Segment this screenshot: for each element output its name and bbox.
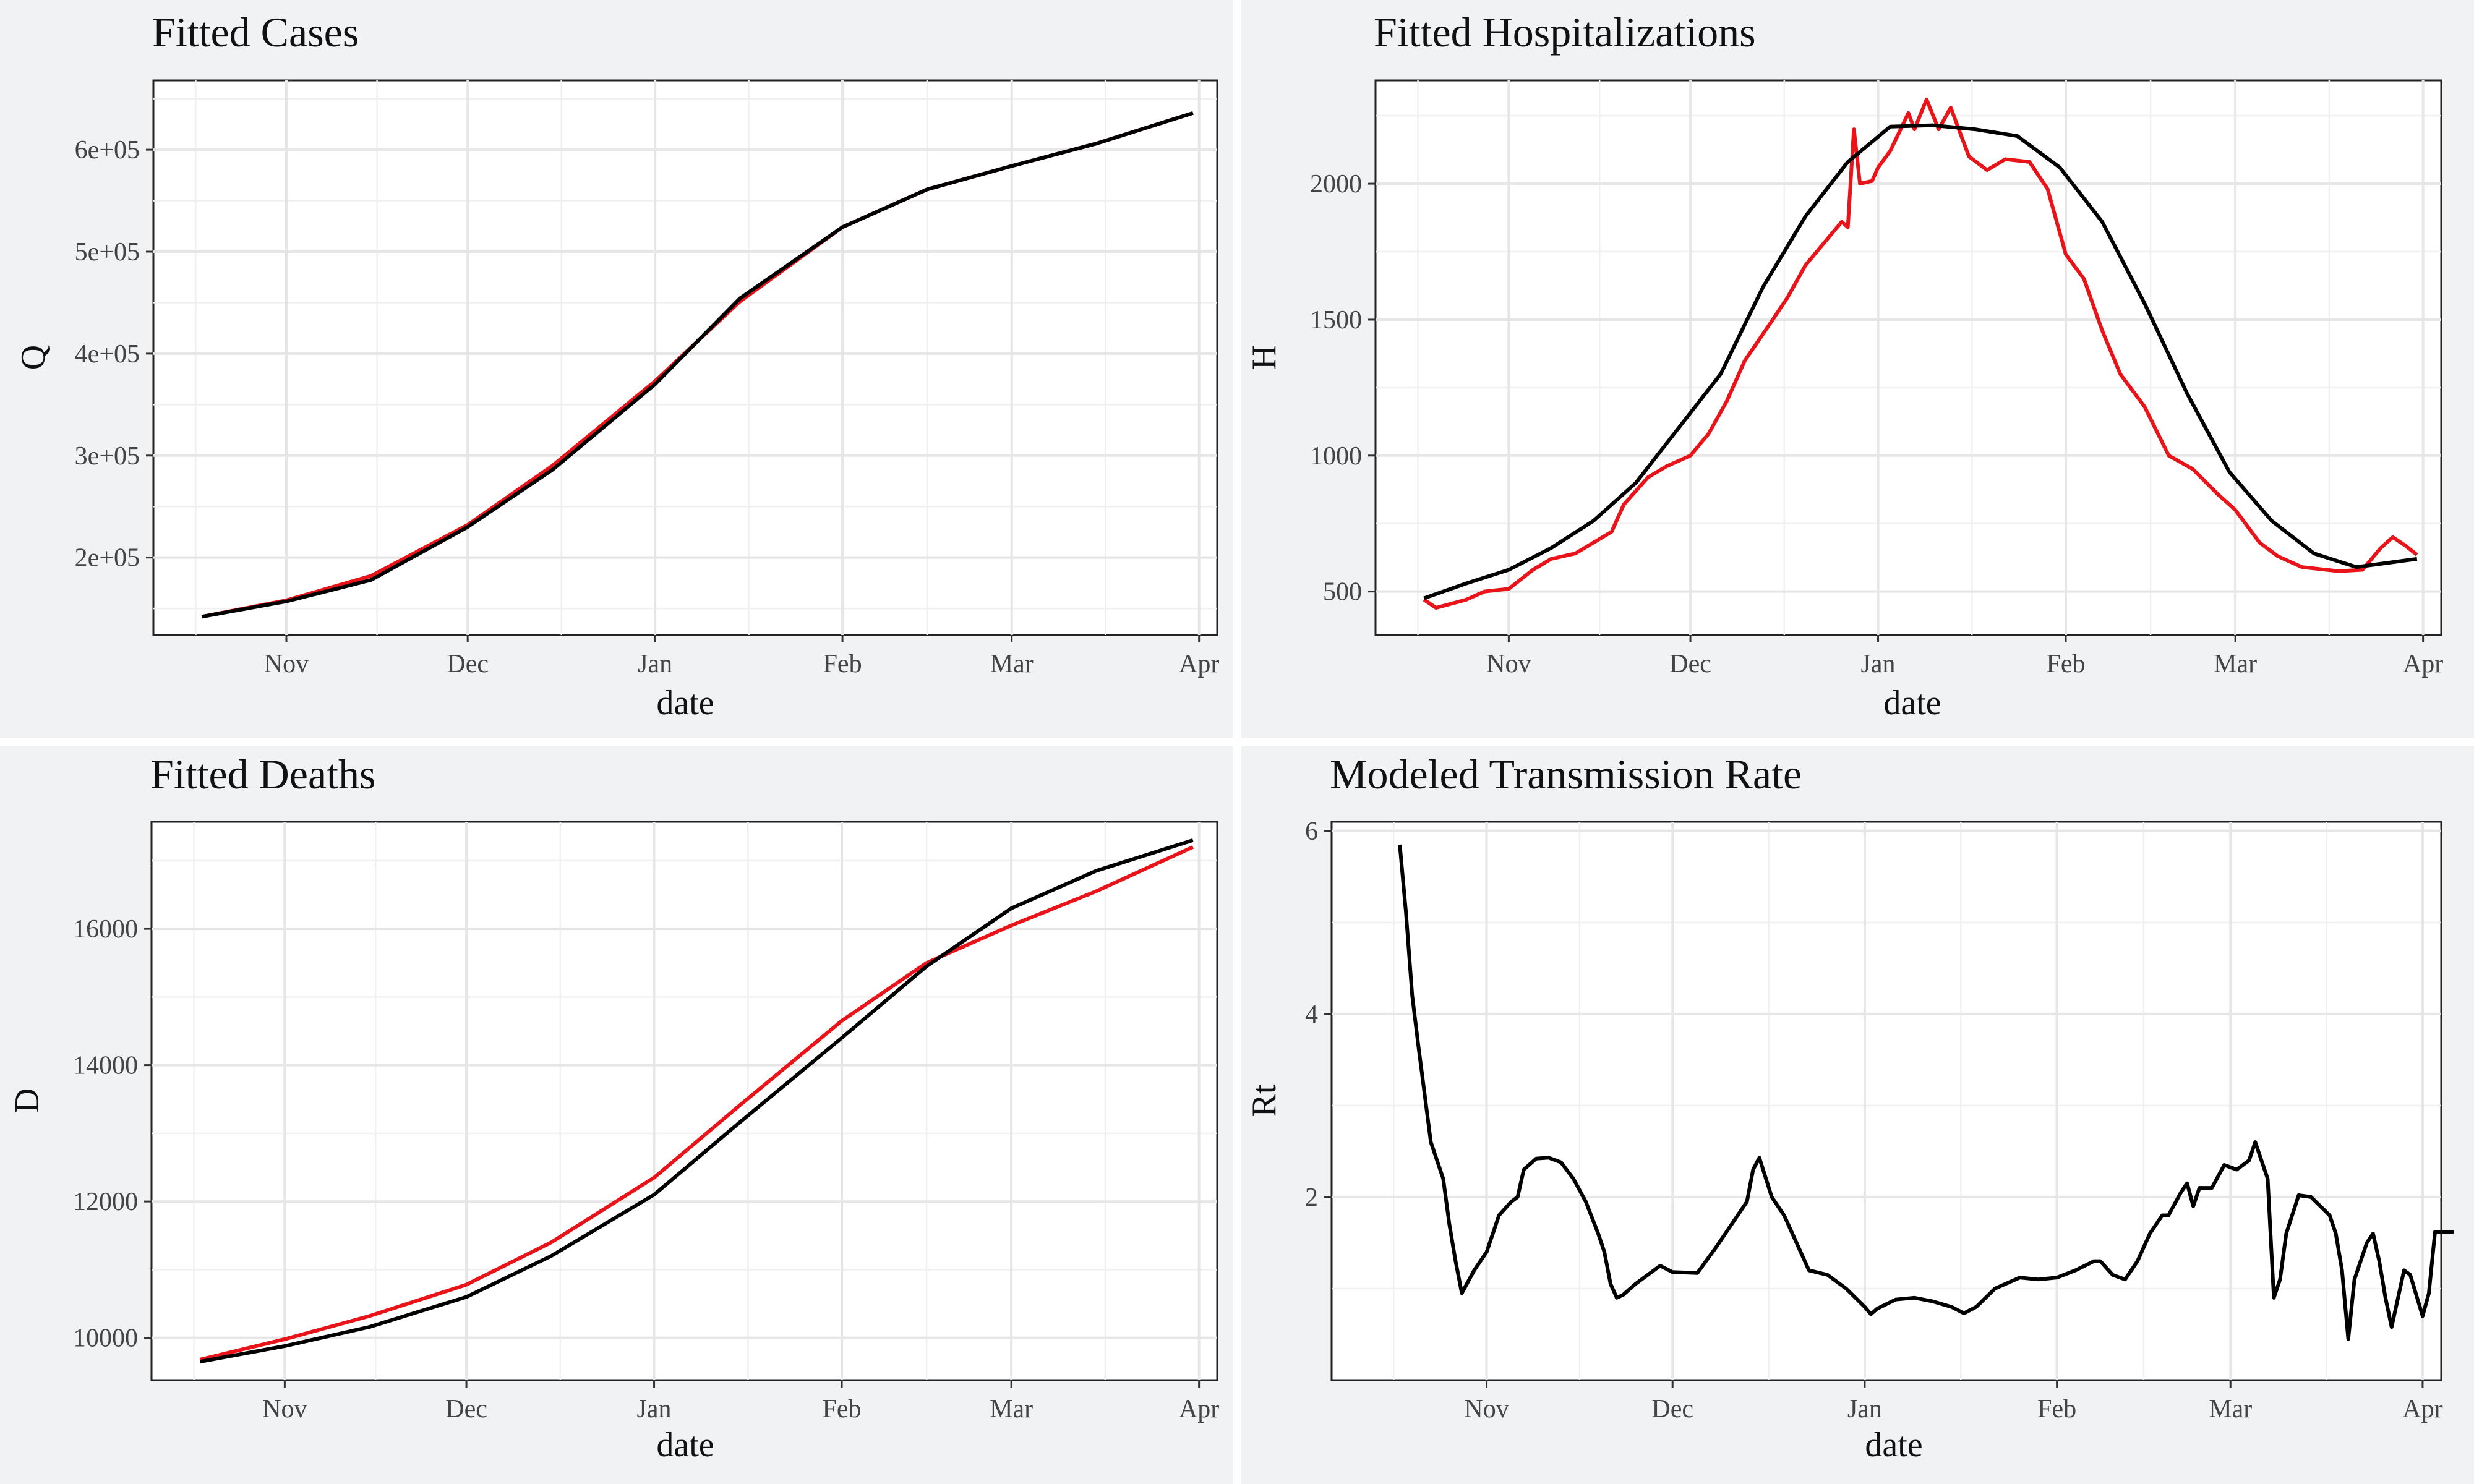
series-group xyxy=(201,111,1194,619)
y-tick-label: 12000 xyxy=(73,1188,138,1216)
x-axis-title: date xyxy=(1883,684,1941,722)
panel-title: Fitted Hospitalizations xyxy=(1374,9,1756,56)
panel-hospitalizations: Nov Dec Jan Feb Mar Apr 500 1000 1500 2000 Fitted… xyxy=(1241,0,2474,738)
y-tick-label: 6 xyxy=(1305,817,1318,846)
x-tick-label: Mar xyxy=(990,1395,1033,1423)
y-tick-label: 10000 xyxy=(73,1324,138,1353)
ticks: Nov Dec Jan Feb Mar Apr 2 4 6 xyxy=(1305,817,2443,1423)
x-tick-label: Dec xyxy=(447,650,489,678)
x-axis-title: date xyxy=(1865,1426,1922,1464)
y-axis-title: D xyxy=(8,1088,46,1113)
plot-area xyxy=(1374,79,2442,636)
x-tick-label: Apr xyxy=(2403,650,2443,678)
x-tick-label: Feb xyxy=(823,650,862,678)
model-series-line xyxy=(1398,844,2454,1341)
y-tick-label: 4e+05 xyxy=(75,340,140,369)
x-tick-label: Dec xyxy=(1669,650,1711,678)
plot-area xyxy=(152,79,1218,636)
y-tick-label: 2e+05 xyxy=(75,544,140,573)
x-tick-label: Mar xyxy=(2209,1395,2252,1423)
x-tick-label: Apr xyxy=(1179,650,1219,678)
y-tick-label: 14000 xyxy=(73,1052,138,1080)
panel-title: Fitted Deaths xyxy=(150,751,376,798)
y-axis-title: Q xyxy=(14,345,53,370)
series-group xyxy=(1398,844,2454,1341)
x-tick-label: Jan xyxy=(1861,650,1896,678)
y-tick-label: 3e+05 xyxy=(75,442,140,471)
x-tick-label: Mar xyxy=(2214,650,2257,678)
y-tick-label: 6e+05 xyxy=(75,136,140,164)
x-axis-title: date xyxy=(656,1426,714,1464)
observed-series-line xyxy=(199,845,1194,1362)
panel-transmission-rate: Nov Dec Jan Feb Mar Apr 2 4 6 Modeled Transmissi… xyxy=(1241,746,2474,1484)
y-tick-label: 2 xyxy=(1305,1183,1318,1212)
ticks: Nov Dec Jan Feb Mar Apr 500 1000 1500 2000 xyxy=(1310,170,2443,678)
model-series-line xyxy=(201,111,1194,619)
x-tick-label: Nov xyxy=(1486,650,1531,678)
y-axis-title: H xyxy=(1245,345,1283,370)
y-tick-label: 1500 xyxy=(1310,306,1362,335)
x-tick-label: Nov xyxy=(262,1395,307,1423)
x-tick-label: Feb xyxy=(823,1395,862,1423)
x-tick-label: Jan xyxy=(637,1395,672,1423)
x-tick-label: Jan xyxy=(1847,1395,1882,1423)
x-tick-label: Apr xyxy=(1179,1395,1219,1423)
series-group xyxy=(199,838,1194,1364)
x-tick-label: Nov xyxy=(1464,1395,1509,1423)
x-tick-label: Apr xyxy=(2402,1395,2442,1423)
x-axis-title: date xyxy=(656,684,714,722)
plot-area xyxy=(1330,821,2442,1381)
y-tick-label: 1000 xyxy=(1310,442,1362,471)
x-tick-label: Nov xyxy=(264,650,309,678)
x-tick-label: Jan xyxy=(638,650,672,678)
panel-deaths: Nov Dec Jan Feb Mar Apr 10000 12000 14000 16000 F… xyxy=(0,746,1233,1484)
panel-cases: Nov Dec Jan Feb Mar Apr 2e+05 3e+05 4e+05 5e+05 6e… xyxy=(0,0,1233,738)
x-tick-label: Dec xyxy=(445,1395,487,1423)
y-tick-label: 16000 xyxy=(73,915,138,944)
ticks: Nov Dec Jan Feb Mar Apr 2e+05 3e+05 4e+05 5e+05 6e… xyxy=(75,136,1220,678)
grid xyxy=(152,822,1217,1380)
x-tick-label: Feb xyxy=(2037,1395,2076,1423)
ticks: Nov Dec Jan Feb Mar Apr 10000 12000 14000 16000 xyxy=(73,915,1219,1423)
model-series-line xyxy=(199,838,1194,1364)
y-tick-label: 2000 xyxy=(1310,170,1362,198)
grid xyxy=(153,80,1217,635)
grid xyxy=(1332,822,2441,1380)
x-tick-label: Dec xyxy=(1651,1395,1693,1423)
model-series-line xyxy=(1423,123,2418,600)
x-tick-label: Mar xyxy=(990,650,1034,678)
y-axis-title: Rt xyxy=(1245,1084,1283,1117)
x-tick-label: Feb xyxy=(2047,650,2086,678)
panel-title: Modeled Transmission Rate xyxy=(1330,751,1802,798)
series-group xyxy=(1423,97,2418,610)
y-tick-label: 5e+05 xyxy=(75,238,140,267)
y-tick-label: 500 xyxy=(1323,578,1362,607)
y-tick-label: 4 xyxy=(1305,1000,1318,1029)
observed-series-line xyxy=(1423,97,2418,610)
grid xyxy=(1376,80,2441,635)
panel-title: Fitted Cases xyxy=(152,9,359,56)
